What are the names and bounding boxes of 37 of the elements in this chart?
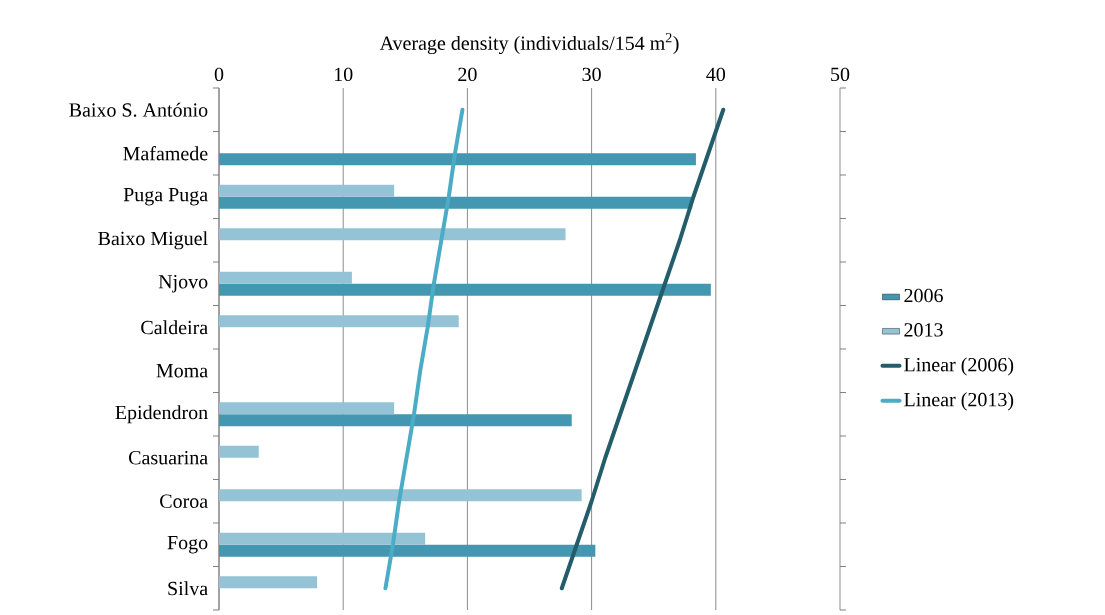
y-tick-label: Silva bbox=[168, 581, 208, 596]
x-axis-title: Average density (individuals/154 m$^{2}$) bbox=[379, 32, 679, 55]
bar bbox=[219, 283, 711, 296]
y-tick-label: Baixo Miguel bbox=[98, 231, 208, 250]
x-tick-label: 10 bbox=[334, 67, 353, 82]
legend-label: Linear (2006) bbox=[904, 357, 1014, 376]
x-tick-label: 30 bbox=[582, 67, 601, 82]
bar bbox=[219, 414, 572, 427]
x-tick-label: 20 bbox=[458, 67, 477, 82]
bar bbox=[219, 196, 693, 209]
legend-label: Linear (2013) bbox=[904, 392, 1014, 411]
bar bbox=[219, 153, 696, 166]
legend-label: 2013 bbox=[904, 323, 943, 337]
bar bbox=[219, 402, 395, 415]
bar bbox=[219, 228, 566, 241]
y-tick-label: Fogo bbox=[167, 536, 208, 554]
y-tick-label: Caldeira bbox=[141, 320, 208, 335]
y-tick-label: Moma bbox=[156, 364, 208, 378]
y-tick-label: Baixo S. António bbox=[69, 102, 208, 117]
y-tick-label: Coroa bbox=[160, 494, 208, 508]
y-tick-label: Mafamede bbox=[123, 146, 208, 161]
bar bbox=[219, 315, 459, 328]
bar bbox=[219, 271, 352, 284]
y-tick-label: Puga Puga bbox=[123, 188, 208, 206]
legend-label: 2006 bbox=[904, 288, 943, 303]
bar bbox=[219, 576, 318, 589]
bar bbox=[219, 532, 426, 545]
x-tick-label: 50 bbox=[831, 67, 850, 82]
bar bbox=[219, 489, 582, 502]
x-tick-label: 40 bbox=[706, 67, 726, 82]
y-tick-label: Casuarina bbox=[128, 451, 208, 465]
bar bbox=[219, 184, 395, 197]
bar bbox=[219, 445, 259, 458]
y-tick-label: Njovo bbox=[158, 275, 208, 293]
x-tick-label: 0 bbox=[214, 67, 224, 82]
y-tick-label: Epidendron bbox=[115, 405, 208, 424]
bar bbox=[219, 544, 596, 557]
